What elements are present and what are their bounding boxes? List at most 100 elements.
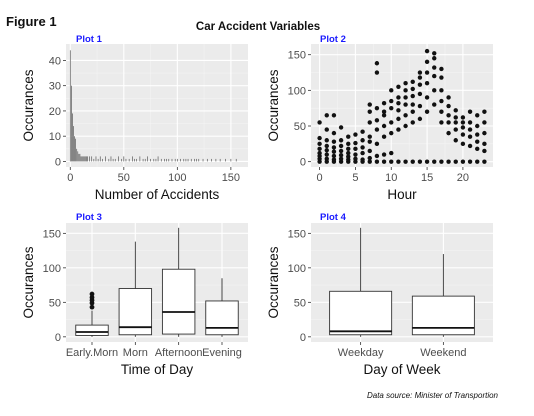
scatter-point [381,109,387,114]
histogram-bar [171,158,173,162]
scatter-point [367,159,372,164]
scatter-point [396,108,401,113]
scatter-point [417,103,423,109]
scatter-point [432,51,437,56]
scatter-point [467,143,473,149]
x-tick-label: 0 [317,172,323,184]
scatter-point [353,146,358,152]
scatter-point [360,129,365,134]
scatter-point [453,115,458,120]
scatter-point [439,66,444,72]
y-tick-label: 150 [43,228,61,240]
scatter-point [417,82,423,87]
histogram-bar [174,158,176,162]
scatter-point [381,123,387,129]
y-tick-label: 0 [55,332,61,344]
scatter-point [460,159,466,164]
y-axis-title: Occurances [21,69,36,141]
scatter-point [381,113,387,118]
histogram-bar [105,156,106,162]
x-tick-label: 5 [352,172,358,184]
scatter-point [360,138,365,143]
histogram-bar [215,158,217,162]
plot-4-panel: 0 50 100 150 Weekday Weekend Plot 4 Day of Week… [266,212,493,377]
y-tick-label: 150 [288,50,306,62]
scatter-point [446,103,451,109]
scatter-point [396,116,401,122]
x-tick-label: Evening [202,347,242,359]
scatter-point [424,109,430,114]
y-tick-label: 100 [43,263,61,275]
scatter-point [417,75,423,80]
scatter-point [338,156,344,161]
scatter-point [360,157,365,162]
scatter-point [403,88,408,93]
scatter-point [446,113,451,118]
x-axis-title: Number of Accidents [95,187,220,202]
scatter-point [453,127,458,132]
histogram-bar [112,158,114,162]
scatter-point [410,93,415,99]
histogram-bar [79,153,81,162]
y-tick-label: 0 [55,156,61,168]
scatter-point [432,159,437,164]
y-tick-label: 20 [49,106,61,118]
scatter-point [346,134,351,139]
scatter-point [317,135,322,141]
y-tick-label: 0 [300,157,306,169]
scatter-point [410,109,415,114]
histogram-bar [180,158,181,162]
scatter-point [424,70,430,75]
figure-label: Figure 1 [6,14,57,29]
scatter-point [367,148,372,154]
histogram-bar [97,158,99,162]
scatter-point [324,152,329,157]
histogram-bar [110,156,112,162]
scatter-point [331,157,337,162]
y-tick-label: 100 [288,263,306,275]
histogram-bar [144,158,146,162]
scatter-point [374,118,380,123]
scatter-point [446,159,451,164]
scatter-point [396,100,401,106]
scatter-point [374,105,380,111]
box-outlier [89,291,95,297]
scatter-point [446,95,451,100]
histogram-bar [219,158,221,162]
scatter-point [338,138,344,143]
scatter-point [439,120,444,125]
scatter-point [417,91,423,97]
scatter-point [346,154,351,159]
histogram-bar [81,156,83,162]
x-tick-label: Weekday [338,347,384,359]
scatter-point [432,88,437,93]
x-axis-title: Time of Day [121,362,194,377]
histogram-bar [196,158,197,162]
x-tick-label: 50 [118,172,130,184]
histogram-bar [142,158,144,162]
plot-tag: Plot 4 [320,212,347,223]
scatter-point [331,130,337,136]
scatter-point [338,148,344,154]
scatter-point [410,120,415,125]
scatter-point [403,95,408,100]
x-axis-title: Day of Week [363,362,440,377]
plot-tag: Plot 1 [76,34,103,45]
scatter-point [331,153,337,159]
histogram-bar [73,126,74,162]
y-tick-label: 50 [294,121,306,133]
scatter-point [324,148,329,153]
scatter-point [403,113,408,118]
y-tick-label: 10 [49,131,61,143]
histogram-bar [85,156,87,162]
scatter-point [453,159,458,164]
scatter-point [324,113,329,118]
scatter-point [338,143,344,149]
scatter-point [367,155,372,161]
scatter-point [338,153,344,158]
y-tick-label: 150 [288,228,306,240]
scatter-point [396,127,401,132]
histogram-bar [185,158,187,162]
histogram-bar [84,156,86,162]
